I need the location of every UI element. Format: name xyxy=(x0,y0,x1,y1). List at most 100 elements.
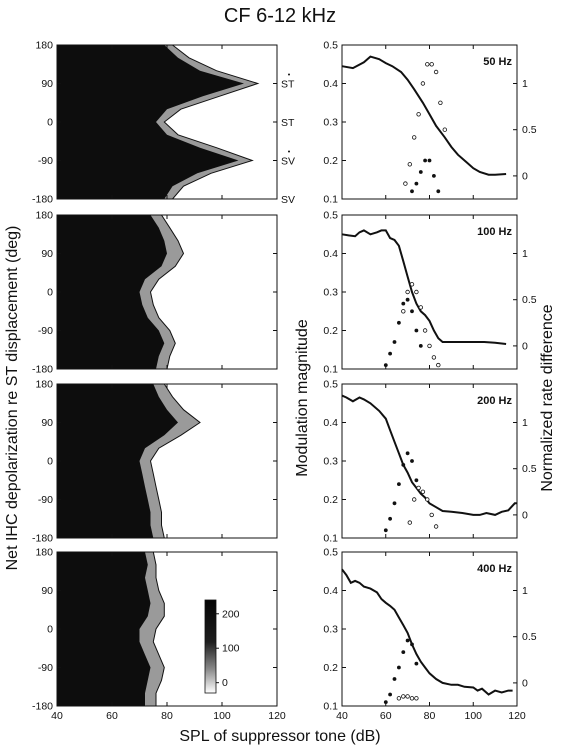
x-tick-label: 80 xyxy=(424,710,436,722)
colorbar: 200 100 0 xyxy=(204,599,240,694)
filled-point xyxy=(388,351,392,356)
contour-line xyxy=(163,44,260,200)
open-point xyxy=(425,497,430,502)
y-tick-label: 0.4 xyxy=(323,585,338,597)
open-point xyxy=(425,62,430,67)
left-y-axis-label: Net IHC depolarization re ST displacemen… xyxy=(4,226,21,571)
open-point xyxy=(427,343,432,349)
phase-annotation: ST xyxy=(281,117,295,129)
panel-frame xyxy=(341,44,518,200)
y-tick-label: 0.2 xyxy=(323,494,338,506)
colorbar-tick-label: 200 xyxy=(222,608,240,620)
heatmap-panel-3: 180 90 0 -90 -180 xyxy=(32,379,278,545)
right-tick-label: 0 xyxy=(522,170,528,182)
y-tick-label: 0 xyxy=(47,624,53,636)
heatmap-panel-1: 180 90 0 -90 -180 ST ST SV SV xyxy=(32,40,295,207)
y-tick-label: 90 xyxy=(41,417,53,429)
phase-annotation: SV xyxy=(281,156,295,168)
open-point xyxy=(403,181,408,186)
y-tick-label: 0.4 xyxy=(323,78,338,90)
right-tick-label: 0.5 xyxy=(522,124,537,136)
y-tick-label: 0.5 xyxy=(323,379,338,391)
line-panel-1: 0.5 0.4 0.3 0.2 0.1 1 0.5 0 50 Hz xyxy=(323,40,536,206)
colorbar-tick-label: 0 xyxy=(222,677,228,689)
frequency-label: 200 Hz xyxy=(477,395,512,407)
filled-point xyxy=(392,677,397,681)
open-point xyxy=(429,62,434,67)
open-point xyxy=(429,512,434,518)
x-tick-label: 100 xyxy=(213,710,231,722)
open-point xyxy=(409,696,415,701)
open-point xyxy=(407,162,412,167)
filled-point xyxy=(418,344,423,348)
filled-point xyxy=(383,363,388,367)
modulation-line xyxy=(341,55,507,176)
x-tick-label: 80 xyxy=(161,710,173,722)
open-point xyxy=(405,694,410,699)
contour-line xyxy=(149,214,185,370)
y-tick-label: 0.1 xyxy=(323,364,338,376)
y-tick-label: 0.2 xyxy=(323,155,338,167)
open-point xyxy=(418,305,423,310)
y-tick-label: 180 xyxy=(35,379,53,391)
x-tick-label: 60 xyxy=(106,710,118,722)
rate-y-axis-label: Normalized rate difference xyxy=(539,304,556,491)
y-tick-label: -180 xyxy=(32,701,53,713)
y-tick-label: 0.1 xyxy=(323,701,338,713)
modulation-y-axis-label: Modulation magnitude xyxy=(294,319,311,477)
filled-point xyxy=(401,301,406,306)
right-tick-label: 1 xyxy=(522,78,528,90)
right-tick-label: 0.5 xyxy=(522,463,537,475)
open-point xyxy=(407,520,412,525)
y-tick-label: -90 xyxy=(38,494,53,506)
frequency-label: 100 Hz xyxy=(477,226,512,238)
y-tick-label: 0 xyxy=(47,456,53,468)
open-point xyxy=(420,489,426,494)
y-tick-label: 0.5 xyxy=(323,210,338,222)
open-point xyxy=(431,355,437,360)
filled-point xyxy=(383,528,388,533)
filled-point xyxy=(401,650,406,654)
x-tick-label: 60 xyxy=(380,710,392,722)
filled-point xyxy=(405,451,410,456)
y-tick-label: -180 xyxy=(32,533,53,545)
dark-region xyxy=(57,384,178,538)
filled-point xyxy=(432,174,436,178)
annotation-dot xyxy=(288,150,290,153)
y-tick-label: 0.3 xyxy=(323,117,338,129)
filled-point xyxy=(388,692,392,697)
filled-point xyxy=(410,642,414,647)
x-tick-label: 40 xyxy=(51,710,63,722)
dark-region xyxy=(57,215,167,369)
y-tick-label: 180 xyxy=(35,210,53,222)
open-point xyxy=(420,81,426,86)
filled-point xyxy=(405,638,410,643)
y-tick-label: 0 xyxy=(47,117,53,129)
x-tick-label: 120 xyxy=(508,710,526,722)
open-point xyxy=(438,100,443,105)
filled-point xyxy=(423,158,427,163)
right-tick-label: 1 xyxy=(522,417,528,429)
open-point xyxy=(416,485,421,491)
y-tick-label: 0.2 xyxy=(323,662,338,674)
open-point xyxy=(401,694,406,699)
y-tick-label: 180 xyxy=(35,40,53,52)
contour-line xyxy=(149,383,201,539)
y-tick-label: -90 xyxy=(38,662,53,674)
dark-region xyxy=(57,45,244,199)
y-tick-label: 0.1 xyxy=(323,533,338,545)
open-point xyxy=(401,309,406,314)
right-tick-label: 0 xyxy=(522,677,528,689)
line-panel-2: 0.5 0.4 0.3 0.2 0.1 1 0.5 0 100 Hz xyxy=(323,210,536,376)
open-point xyxy=(414,289,419,295)
figure-title: CF 6-12 kHz xyxy=(224,5,336,27)
x-tick-label: 100 xyxy=(464,710,482,722)
x-tick-label: 40 xyxy=(336,710,348,722)
open-point xyxy=(436,362,441,368)
filled-point xyxy=(414,661,419,666)
y-tick-label: 0.5 xyxy=(323,40,338,52)
dark-region xyxy=(57,552,151,706)
modulation-line xyxy=(341,568,513,696)
right-tick-label: 1 xyxy=(522,248,528,260)
